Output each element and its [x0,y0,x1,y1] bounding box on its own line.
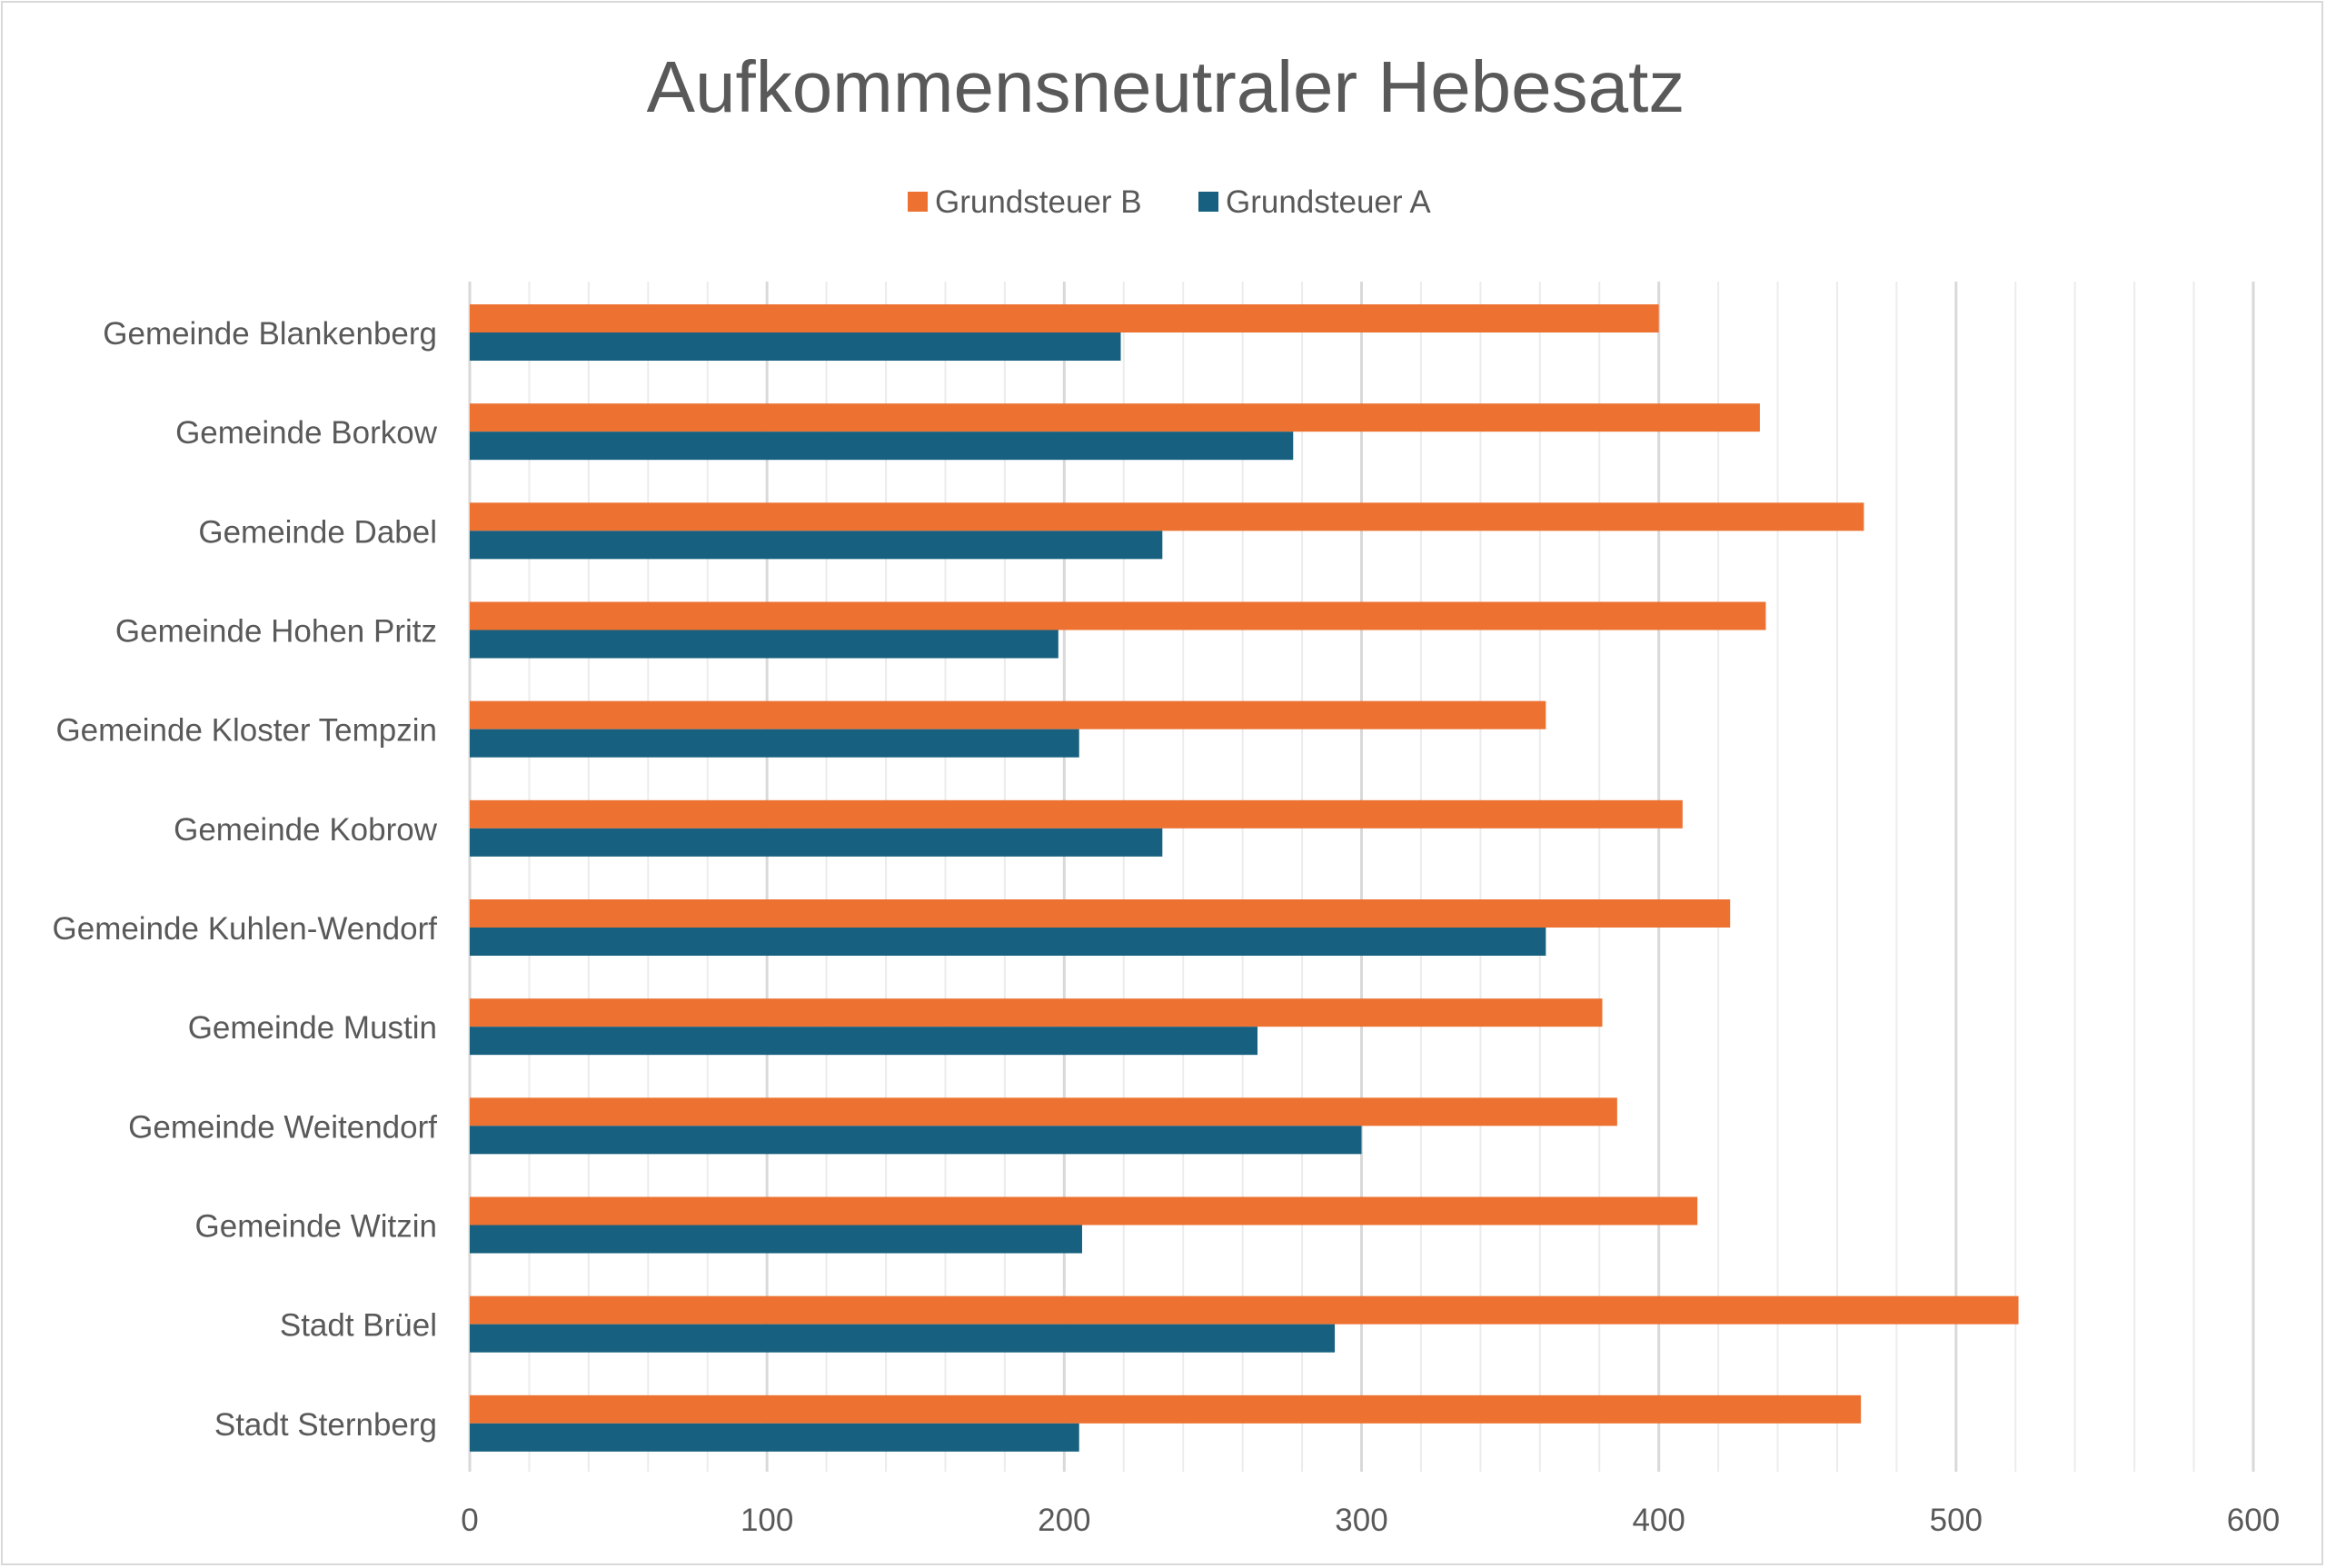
bar-grundsteuer-a [470,928,1546,956]
legend-swatch [1198,192,1218,212]
category-label: Stadt Sternberg [214,1407,437,1443]
x-tick-label: 200 [1038,1503,1090,1538]
bar-grundsteuer-b [470,1295,2019,1325]
x-tick-label: 500 [1930,1503,1983,1538]
bar-grundsteuer-b [470,502,1864,531]
grid-layer [468,282,2255,1472]
bar-grundsteuer-b [470,1196,1698,1226]
bar-grundsteuer-a [470,1324,1336,1353]
category-label: Stadt Brüel [280,1308,437,1344]
bar-grundsteuer-b [470,403,1760,432]
category-label: Gemeinde Witzin [195,1209,437,1245]
bar-grundsteuer-a [470,1126,1362,1155]
category-label: Gemeinde Borkow [175,415,438,451]
bar-grundsteuer-b [470,899,1731,928]
bar-grundsteuer-b [470,1097,1617,1126]
x-tick-label: 300 [1335,1503,1387,1538]
bar-grundsteuer-a [470,1027,1257,1056]
bar-grundsteuer-a [470,1225,1082,1254]
x-tick-label: 100 [741,1503,793,1538]
legend-label: Grundsteuer A [1226,184,1431,220]
bar-grundsteuer-a [470,332,1121,361]
x-tick-label: 600 [2227,1503,2280,1538]
bar-grundsteuer-b [470,601,1766,630]
chart-title: Aufkommensneutraler Hebesatz [647,46,1685,127]
bar-grundsteuer-b [470,700,1546,729]
category-label: Gemeinde Dabel [198,514,437,550]
bar-grundsteuer-a [470,1423,1079,1452]
category-label: Gemeinde Mustin [188,1010,437,1046]
category-label: Gemeinde Weitendorf [128,1109,437,1145]
x-tick-label: 400 [1632,1503,1685,1538]
bar-grundsteuer-b [470,304,1659,332]
bar-grundsteuer-a [470,531,1163,560]
category-label: Gemeinde Blankenberg [103,316,437,352]
legend: Grundsteuer B Grundsteuer A [908,184,1431,220]
legend-swatch [908,192,928,212]
bar-grundsteuer-a [470,432,1294,461]
bar-grundsteuer-b [470,998,1603,1027]
x-tick-label: 0 [461,1503,478,1538]
bar-grundsteuer-a [470,630,1059,659]
bar-layer [470,304,2019,1452]
category-label: Gemeinde Kloster Tempzin [55,713,437,749]
bar-grundsteuer-b [470,799,1683,829]
bar-grundsteuer-a [470,828,1163,857]
label-layer: 0 100 200 300 400 500 600 Gemeinde Blankenberg G… [53,316,2281,1538]
bar-chart: 0 100 200 300 400 500 600 Gemeinde Blankenberg G… [53,46,2281,1538]
bar-grundsteuer-b [470,1394,1862,1424]
category-label: Gemeinde Kuhlen-Wendorf [53,911,438,947]
bar-grundsteuer-a [470,729,1079,758]
category-label: Gemeinde Hohen Pritz [115,614,437,650]
category-label: Gemeinde Kobrow [174,812,438,848]
legend-label: Grundsteuer B [935,184,1142,220]
